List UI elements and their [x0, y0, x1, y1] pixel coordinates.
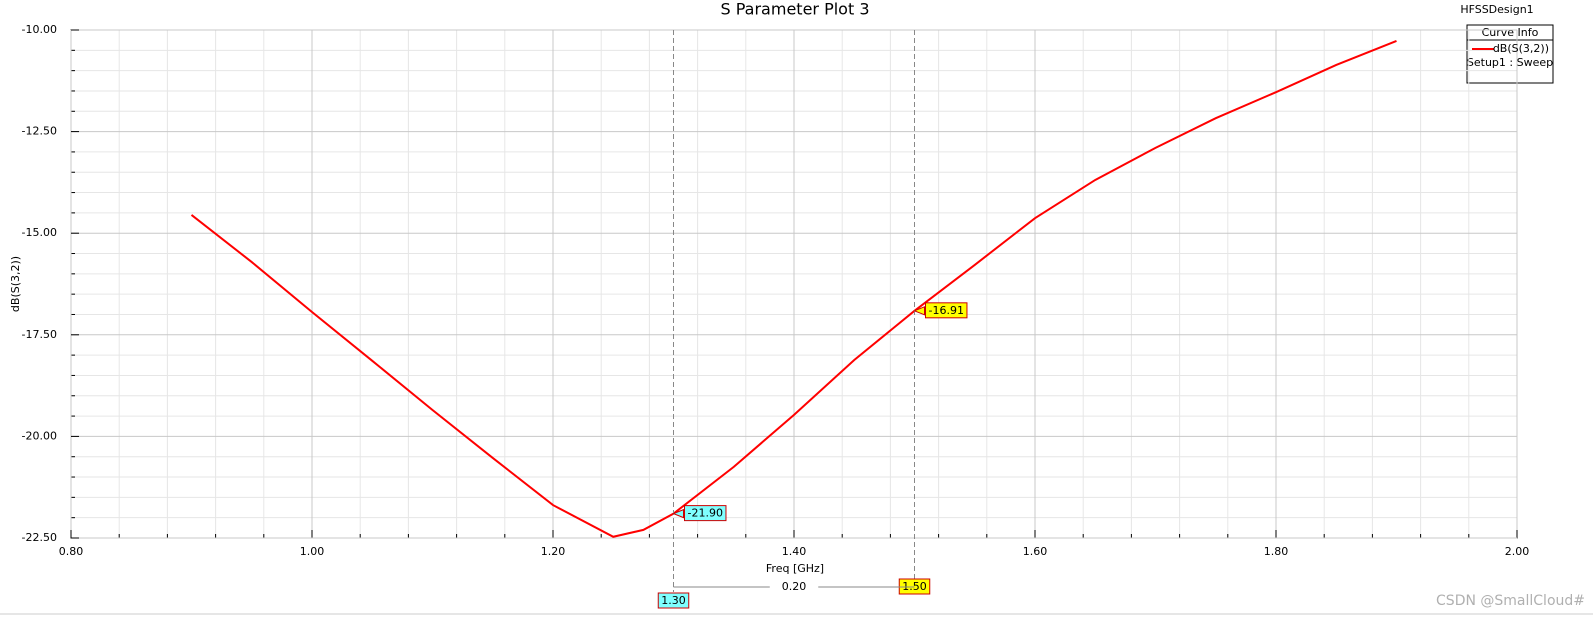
curve [190, 40, 1397, 538]
watermark: CSDN @SmallCloud# [1436, 593, 1585, 609]
legend-subtitle: Setup1 : Sweep [1467, 56, 1553, 69]
legend-box [1466, 24, 1554, 84]
marker-value-box [925, 302, 968, 319]
x-tick-label: 1.20 [541, 545, 566, 558]
x-tick-label: 1.60 [1023, 545, 1048, 558]
legend-entry: dB(S(3,2)) [1493, 42, 1549, 55]
y-tick-label: -15.00 [22, 226, 57, 239]
marker-pointer [672, 508, 684, 519]
x-axis-label: Freq [GHz] [766, 562, 824, 575]
y-tick-label: -20.00 [22, 429, 57, 442]
x-tick-label: 1.00 [300, 545, 325, 558]
x-tick-label: 1.80 [1264, 545, 1289, 558]
x-tick-label: 0.80 [59, 545, 84, 558]
y-axis-label: dB(S(3,2)) [9, 256, 22, 312]
marker-x-label-box [657, 592, 690, 609]
x-tick-label: 2.00 [1505, 545, 1530, 558]
chart-title: S Parameter Plot 3 [721, 0, 870, 19]
marker-x-label: 1.30 [661, 594, 686, 607]
y-tick-label: -10.00 [22, 23, 57, 36]
y-tick-label: -12.50 [22, 125, 57, 138]
x-tick-label: 1.40 [782, 545, 807, 558]
marker-value-box [684, 505, 727, 522]
marker-value: -16.91 [929, 304, 964, 317]
marker-pointer [913, 306, 925, 316]
delta-label: 0.20 [782, 580, 807, 593]
delta-label-bg [769, 580, 819, 593]
y-tick-label: -22.50 [22, 531, 57, 544]
y-tick-label: -17.50 [22, 328, 57, 341]
legend-title: Curve Info [1482, 26, 1539, 39]
design-name: HFSSDesign1 [1460, 3, 1533, 16]
marker-value: -21.90 [688, 507, 723, 520]
